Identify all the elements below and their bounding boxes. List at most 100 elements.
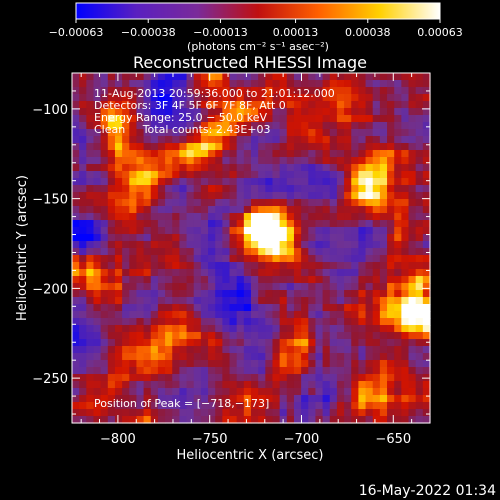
heatmap-cell — [107, 199, 116, 207]
heatmap-cell — [86, 353, 95, 361]
heatmap-cell — [415, 143, 424, 151]
heatmap-cell — [165, 388, 173, 396]
heatmap-cell — [157, 374, 166, 382]
heatmap-cell — [301, 94, 309, 102]
heatmap-cell — [165, 269, 173, 277]
heatmap-cell — [229, 332, 238, 340]
heatmap-cell — [379, 122, 388, 130]
heatmap-cell — [308, 325, 317, 333]
heatmap-cell — [265, 409, 274, 417]
heatmap-cell — [86, 87, 95, 95]
heatmap-cell — [150, 353, 159, 361]
heatmap-cell — [72, 297, 80, 305]
heatmap-cell — [279, 213, 288, 221]
heatmap-cell — [308, 269, 317, 277]
heatmap-cell — [200, 409, 209, 417]
heatmap-cell — [258, 269, 266, 277]
heatmap-cell — [415, 388, 424, 396]
heatmap-cell — [122, 199, 130, 207]
heatmap-cell — [136, 416, 145, 424]
x-tick-label: −750 — [192, 432, 228, 447]
heatmap-cell — [344, 402, 352, 410]
heatmap-cell — [186, 325, 195, 333]
heatmap-cell — [272, 311, 281, 319]
heatmap-cell — [329, 241, 338, 249]
heatmap-cell — [315, 381, 324, 389]
heatmap-cell — [372, 283, 381, 291]
heatmap-cell — [243, 255, 252, 263]
heatmap-cell — [157, 220, 166, 228]
heatmap-cell — [301, 409, 309, 417]
heatmap-cell — [215, 339, 223, 347]
heatmap-cell — [193, 178, 202, 186]
heatmap-cell — [186, 220, 195, 228]
heatmap-cell — [387, 388, 395, 396]
heatmap-cell — [358, 388, 367, 396]
heatmap-cell — [387, 311, 395, 319]
heatmap-cell — [279, 367, 288, 375]
heatmap-cell — [293, 353, 302, 361]
heatmap-cell — [315, 241, 324, 249]
heatmap-cell — [251, 220, 259, 228]
heatmap-cell — [165, 234, 173, 242]
heatmap-cell — [122, 374, 130, 382]
heatmap-cell — [122, 283, 130, 291]
heatmap-cell — [258, 87, 266, 95]
heatmap-cell — [215, 402, 223, 410]
heatmap-cell — [229, 346, 238, 354]
heatmap-cell — [150, 290, 159, 298]
heatmap-cell — [301, 346, 309, 354]
heatmap-cell — [236, 206, 245, 214]
heatmap-cell — [394, 80, 402, 88]
heatmap-cell — [329, 129, 338, 137]
heatmap-cell — [157, 185, 166, 193]
heatmap-cell — [179, 122, 188, 130]
heatmap-cell — [387, 143, 395, 151]
heatmap-cell — [200, 360, 209, 368]
heatmap-cell — [258, 395, 266, 403]
heatmap-cell — [322, 269, 331, 277]
heatmap-cell — [79, 388, 87, 396]
heatmap-cell — [358, 206, 367, 214]
heatmap-cell — [114, 129, 123, 137]
heatmap-cell — [93, 402, 102, 410]
heatmap-cell — [322, 360, 331, 368]
heatmap-cell — [286, 199, 295, 207]
heatmap-cell — [186, 339, 195, 347]
heatmap-cell — [79, 115, 87, 123]
heatmap-cell — [193, 94, 202, 102]
heatmap-cell — [129, 199, 138, 207]
heatmap-cell — [179, 115, 188, 123]
heatmap-cell — [122, 346, 130, 354]
heatmap-cell — [172, 164, 180, 172]
heatmap-cell — [186, 94, 195, 102]
heatmap-cell — [251, 234, 259, 242]
heatmap-cell — [308, 276, 317, 284]
heatmap-cell — [272, 304, 281, 312]
heatmap-cell — [150, 227, 159, 235]
heatmap-cell — [136, 241, 145, 249]
heatmap-cell — [215, 80, 223, 88]
heatmap-cell — [129, 213, 138, 221]
heatmap-cell — [286, 269, 295, 277]
heatmap-cell — [265, 115, 274, 123]
heatmap-cell — [301, 150, 309, 158]
heatmap-cell — [114, 143, 123, 151]
heatmap-cell — [179, 297, 188, 305]
heatmap-cell — [336, 115, 345, 123]
heatmap-cell — [136, 409, 145, 417]
heatmap-cell — [107, 101, 116, 109]
heatmap-cell — [208, 297, 216, 305]
heatmap-cell — [129, 416, 138, 424]
heatmap-cell — [157, 262, 166, 270]
heatmap-cell — [129, 164, 138, 172]
heatmap-cell — [408, 409, 417, 417]
heatmap-cell — [215, 136, 223, 144]
heatmap-cell — [79, 220, 87, 228]
heatmap-cell — [408, 171, 417, 179]
heatmap-cell — [150, 381, 159, 389]
heatmap-cell — [251, 164, 259, 172]
heatmap-cell — [236, 122, 245, 130]
heatmap-cell — [208, 402, 216, 410]
heatmap-cell — [129, 101, 138, 109]
